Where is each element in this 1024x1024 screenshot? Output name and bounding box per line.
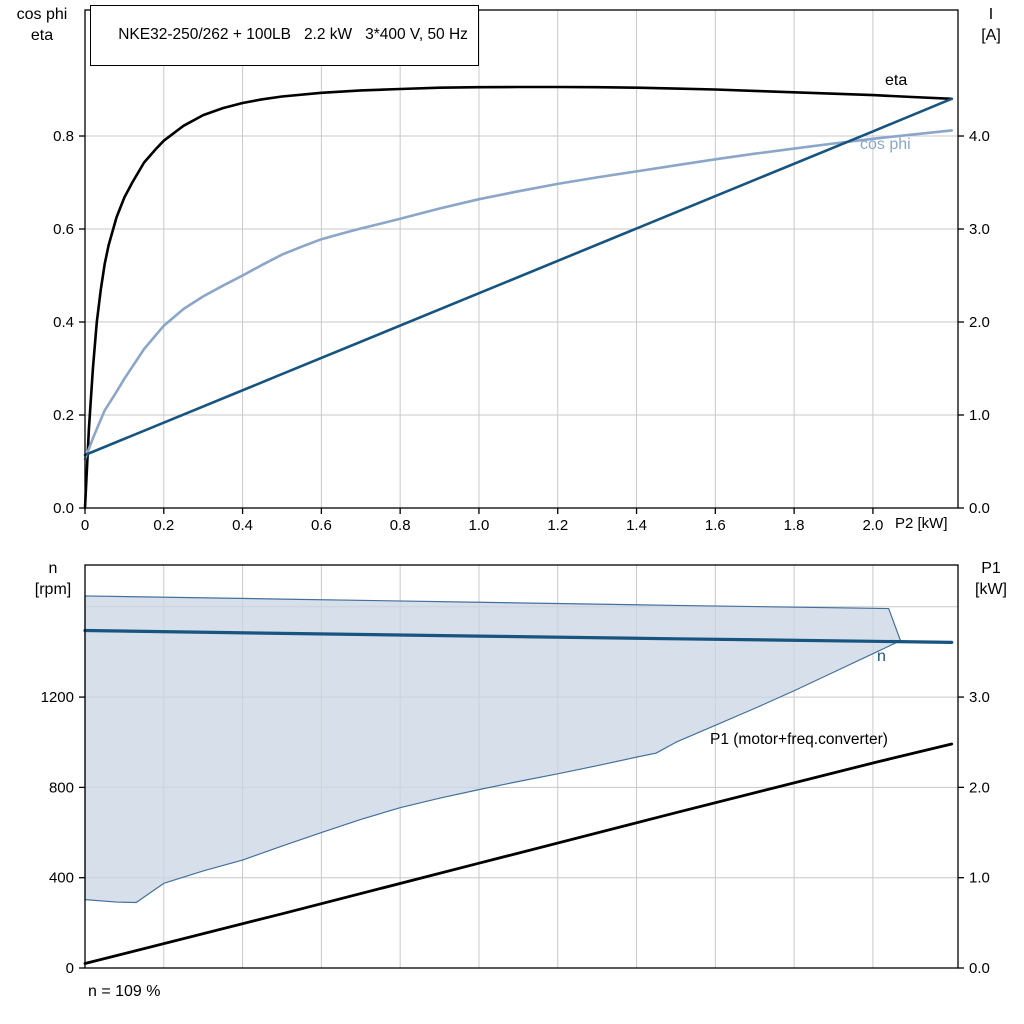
axis-title-p1-unit: [kW] — [975, 581, 1007, 598]
y-right-tick-label: 3.0 — [969, 689, 990, 706]
plot-frame — [84, 9, 959, 509]
y-right-tick-label: 2.0 — [969, 779, 990, 796]
axis-title-speed: n — [48, 560, 58, 577]
bottom-right-axis-title: P1 [kW] — [962, 558, 1020, 600]
x-tick-label: 1.4 — [626, 517, 647, 534]
series-curve-i — [83, 97, 953, 457]
axis-title-current-unit: [A] — [981, 27, 1001, 44]
series-curve-p1-motor-freq-converter — [83, 742, 954, 965]
plot-frame — [84, 564, 959, 969]
y-right-tick-label: 0.0 — [969, 960, 990, 977]
y-right-tick-label: 1.0 — [969, 870, 990, 887]
y-right-tick-label: 3.0 — [969, 221, 990, 238]
series-label-eta: eta — [885, 72, 908, 89]
axis-title-cos-phi: cos phi — [16, 6, 68, 23]
y-left-tick-label: 0.4 — [53, 314, 74, 331]
x-tick-label: 2.0 — [862, 517, 883, 534]
series-label-cos-phi: cos phi — [860, 136, 911, 153]
x-axis-title: P2 [kW] — [895, 515, 948, 532]
series-curve-n — [83, 628, 954, 644]
y-left-tick-label: 0.2 — [53, 407, 74, 424]
x-tick-label: 0 — [81, 517, 89, 534]
x-tick-label: 0.6 — [311, 517, 332, 534]
axis-title-current: I — [988, 6, 994, 23]
bottom-left-axis-title: n [rpm] — [18, 558, 88, 600]
y-left-tick-label: 0 — [66, 960, 74, 977]
chart-title: NKE32-250/262 + 100LB 2.2 kW 3*400 V, 50… — [118, 26, 468, 43]
y-left-tick-label: 0.0 — [53, 500, 74, 517]
y-left-tick-label: 0.8 — [53, 128, 74, 145]
top-left-axis-title: cos phi eta — [4, 4, 80, 46]
x-tick-label: 1.6 — [705, 517, 726, 534]
y-right-tick-label: 0.0 — [969, 500, 990, 517]
axis-title-speed-unit: [rpm] — [34, 581, 72, 598]
y-right-tick-label: 4.0 — [969, 128, 990, 145]
x-tick-label: 0.2 — [153, 517, 174, 534]
y-right-tick-label: 1.0 — [969, 407, 990, 424]
x-tick-label: 1.2 — [547, 517, 568, 534]
series-label-n: n — [877, 648, 886, 665]
y-left-tick-label: 0.6 — [53, 221, 74, 238]
axis-title-p1: P1 — [981, 560, 1001, 577]
series-label-p1: P1 (motor+freq.converter) — [710, 731, 888, 748]
x-tick-label: 0.8 — [390, 517, 411, 534]
speed-percentage-annotation: n = 109 % — [88, 983, 161, 1000]
y-right-tick-label: 2.0 — [969, 314, 990, 331]
x-tick-label: 0.4 — [232, 517, 253, 534]
y-left-tick-label: 400 — [49, 870, 74, 887]
series-curve-eta — [83, 85, 953, 510]
y-left-tick-label: 1200 — [41, 689, 74, 706]
x-tick-label: 1.0 — [469, 517, 490, 534]
y-left-tick-label: 800 — [49, 779, 74, 796]
x-tick-label: 1.8 — [784, 517, 805, 534]
chart-title-box: NKE32-250/262 + 100LB 2.2 kW 3*400 V, 50… — [90, 5, 479, 66]
speed-range-band — [84, 595, 902, 904]
top-right-axis-title: I [A] — [962, 4, 1020, 46]
series-curve-cos-phi — [83, 129, 953, 461]
axis-title-eta: eta — [30, 27, 54, 44]
